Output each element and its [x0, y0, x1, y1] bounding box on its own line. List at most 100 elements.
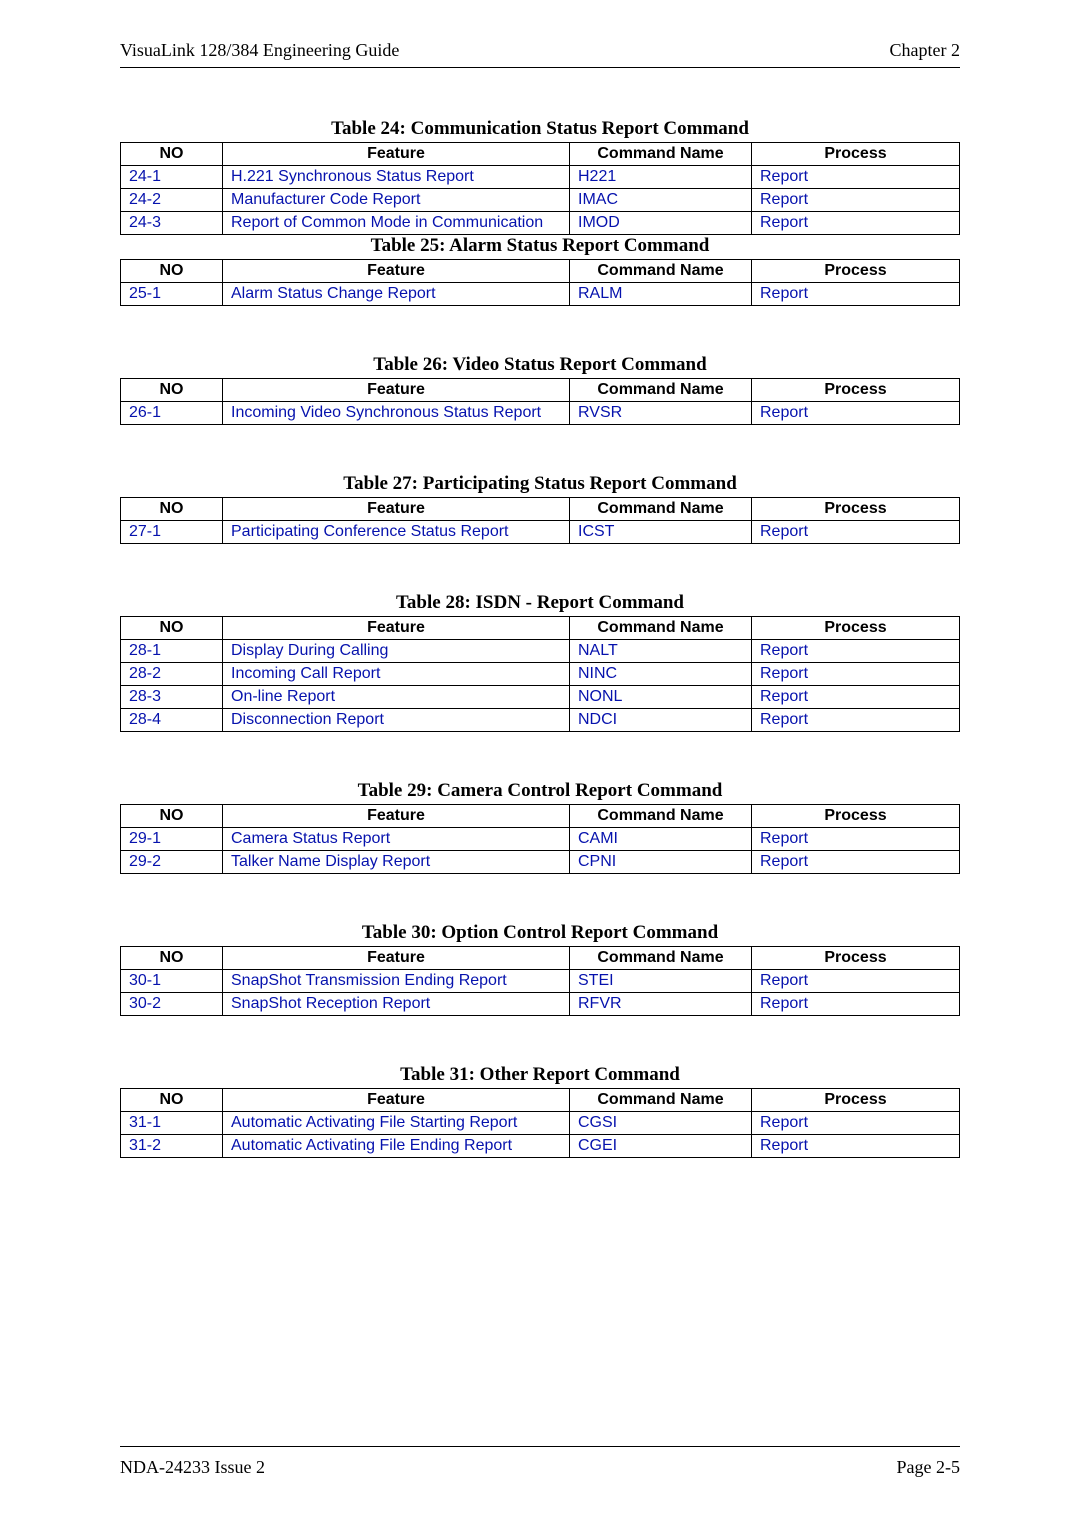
table-block: Table 29: Camera Control Report CommandN… [120, 780, 960, 874]
cell-feature[interactable]: SnapShot Transmission Ending Report [223, 970, 570, 993]
cell-no[interactable]: 27-1 [121, 521, 223, 544]
cell-no[interactable]: 24-1 [121, 166, 223, 189]
cell-feature[interactable]: Automatic Activating File Ending Report [223, 1135, 570, 1158]
command-table: NOFeatureCommand NameProcess30-1SnapShot… [120, 946, 960, 1016]
column-header: Feature [223, 143, 570, 166]
cell-process[interactable]: Report [752, 1112, 960, 1135]
column-header: Command Name [570, 143, 752, 166]
cell-feature[interactable]: Incoming Video Synchronous Status Report [223, 402, 570, 425]
column-header: Process [752, 617, 960, 640]
command-table: NOFeatureCommand NameProcess24-1H.221 Sy… [120, 142, 960, 235]
cell-no[interactable]: 28-3 [121, 686, 223, 709]
cell-command[interactable]: RFVR [570, 993, 752, 1016]
table-row: 25-1Alarm Status Change ReportRALMReport [121, 283, 960, 306]
cell-feature[interactable]: On-line Report [223, 686, 570, 709]
cell-command[interactable]: CGSI [570, 1112, 752, 1135]
cell-command[interactable]: NINC [570, 663, 752, 686]
cell-no[interactable]: 24-3 [121, 212, 223, 235]
cell-feature[interactable]: Talker Name Display Report [223, 851, 570, 874]
page-header: VisuaLink 128/384 Engineering Guide Chap… [120, 40, 960, 61]
cell-no[interactable]: 29-2 [121, 851, 223, 874]
cell-feature[interactable]: Incoming Call Report [223, 663, 570, 686]
cell-process[interactable]: Report [752, 402, 960, 425]
column-header: Process [752, 947, 960, 970]
cell-no[interactable]: 30-2 [121, 993, 223, 1016]
table-row: 28-4Disconnection ReportNDCIReport [121, 709, 960, 732]
cell-feature[interactable]: SnapShot Reception Report [223, 993, 570, 1016]
column-header: Command Name [570, 617, 752, 640]
cell-command[interactable]: RVSR [570, 402, 752, 425]
cell-feature[interactable]: Report of Common Mode in Communication [223, 212, 570, 235]
cell-feature[interactable]: Automatic Activating File Starting Repor… [223, 1112, 570, 1135]
cell-process[interactable]: Report [752, 851, 960, 874]
cell-command[interactable]: IMOD [570, 212, 752, 235]
cell-feature[interactable]: Manufacturer Code Report [223, 189, 570, 212]
cell-command[interactable]: NALT [570, 640, 752, 663]
cell-no[interactable]: 30-1 [121, 970, 223, 993]
column-header: NO [121, 143, 223, 166]
table-row: 28-3On-line ReportNONLReport [121, 686, 960, 709]
table-row: 29-2Talker Name Display ReportCPNIReport [121, 851, 960, 874]
cell-no[interactable]: 31-2 [121, 1135, 223, 1158]
cell-feature[interactable]: Camera Status Report [223, 828, 570, 851]
cell-process[interactable]: Report [752, 189, 960, 212]
footer-left: NDA-24233 Issue 2 [120, 1457, 265, 1478]
table-header-row: NOFeatureCommand NameProcess [121, 617, 960, 640]
cell-process[interactable]: Report [752, 709, 960, 732]
table-header-row: NOFeatureCommand NameProcess [121, 260, 960, 283]
cell-process[interactable]: Report [752, 993, 960, 1016]
cell-command[interactable]: CPNI [570, 851, 752, 874]
cell-command[interactable]: NONL [570, 686, 752, 709]
cell-feature[interactable]: Participating Conference Status Report [223, 521, 570, 544]
table-block: Table 26: Video Status Report CommandNOF… [120, 354, 960, 425]
cell-command[interactable]: NDCI [570, 709, 752, 732]
cell-no[interactable]: 26-1 [121, 402, 223, 425]
cell-command[interactable]: ICST [570, 521, 752, 544]
cell-feature[interactable]: Disconnection Report [223, 709, 570, 732]
cell-no[interactable]: 31-1 [121, 1112, 223, 1135]
table-block: Table 31: Other Report CommandNOFeatureC… [120, 1064, 960, 1158]
table-title: Table 31: Other Report Command [120, 1064, 960, 1086]
table-header-row: NOFeatureCommand NameProcess [121, 947, 960, 970]
cell-process[interactable]: Report [752, 970, 960, 993]
column-header: Process [752, 1089, 960, 1112]
cell-no[interactable]: 24-2 [121, 189, 223, 212]
cell-feature[interactable]: Alarm Status Change Report [223, 283, 570, 306]
cell-command[interactable]: RALM [570, 283, 752, 306]
table-block: Table 27: Participating Status Report Co… [120, 473, 960, 544]
cell-process[interactable]: Report [752, 212, 960, 235]
column-header: Command Name [570, 379, 752, 402]
cell-no[interactable]: 28-1 [121, 640, 223, 663]
cell-no[interactable]: 29-1 [121, 828, 223, 851]
column-header: NO [121, 805, 223, 828]
table-row: 28-2Incoming Call ReportNINCReport [121, 663, 960, 686]
cell-no[interactable]: 25-1 [121, 283, 223, 306]
table-title: Table 25: Alarm Status Report Command [120, 235, 960, 257]
command-table: NOFeatureCommand NameProcess29-1Camera S… [120, 804, 960, 874]
cell-feature[interactable]: Display During Calling [223, 640, 570, 663]
column-header: Process [752, 260, 960, 283]
table-header-row: NOFeatureCommand NameProcess [121, 379, 960, 402]
cell-command[interactable]: STEI [570, 970, 752, 993]
cell-process[interactable]: Report [752, 640, 960, 663]
column-header: Feature [223, 1089, 570, 1112]
cell-process[interactable]: Report [752, 828, 960, 851]
cell-process[interactable]: Report [752, 283, 960, 306]
column-header: Feature [223, 617, 570, 640]
cell-command[interactable]: CGEI [570, 1135, 752, 1158]
column-header: Process [752, 379, 960, 402]
cell-process[interactable]: Report [752, 686, 960, 709]
header-rule [120, 67, 960, 68]
cell-command[interactable]: H221 [570, 166, 752, 189]
table-row: 24-1H.221 Synchronous Status ReportH221R… [121, 166, 960, 189]
cell-process[interactable]: Report [752, 1135, 960, 1158]
cell-no[interactable]: 28-2 [121, 663, 223, 686]
cell-feature[interactable]: H.221 Synchronous Status Report [223, 166, 570, 189]
cell-process[interactable]: Report [752, 521, 960, 544]
cell-process[interactable]: Report [752, 663, 960, 686]
cell-process[interactable]: Report [752, 166, 960, 189]
cell-command[interactable]: IMAC [570, 189, 752, 212]
table-title: Table 27: Participating Status Report Co… [120, 473, 960, 495]
cell-command[interactable]: CAMI [570, 828, 752, 851]
cell-no[interactable]: 28-4 [121, 709, 223, 732]
